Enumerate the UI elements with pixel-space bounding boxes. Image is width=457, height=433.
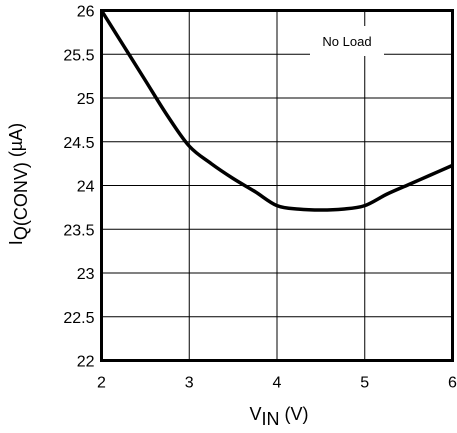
grid-lines [101, 10, 453, 361]
x-tick-label: 4 [273, 375, 282, 392]
y-tick-label: 26 [77, 4, 95, 21]
y-axis-label-unit: (µA) [6, 123, 26, 162]
x-tick-label: 2 [97, 375, 106, 392]
x-tick-label: 6 [448, 375, 457, 392]
annotation-box [310, 26, 384, 56]
y-tick-label: 22 [77, 354, 95, 371]
x-tick-label: 3 [185, 375, 194, 392]
annotation-no-load: No Load [322, 34, 371, 49]
y-axis-label: IQ(CONV) (µA) [6, 123, 31, 245]
y-tick-label: 22.5 [63, 310, 94, 327]
series-line [100, 9, 454, 212]
y-tick-label: 25.5 [63, 47, 94, 64]
x-axis-label-unit: (V) [280, 404, 309, 424]
y-tick-label: 23.5 [63, 222, 94, 239]
y-tick-label: 24.5 [63, 135, 94, 152]
y-axis-label-main: I [6, 240, 26, 245]
x-axis-label-main: V [249, 404, 261, 424]
y-tick-label: 25 [77, 91, 95, 108]
y-tick-label: 24 [77, 179, 95, 196]
plot-frame [100, 9, 454, 362]
series-line-group [100, 9, 454, 212]
x-axis-label-sub: IN [262, 409, 280, 429]
y-axis-label-sub: Q(CONV) [11, 162, 31, 240]
y-tick-label: 23 [77, 266, 95, 283]
x-axis-label: VIN (V) [249, 404, 308, 429]
x-tick-label: 5 [360, 375, 369, 392]
annotation-group: No Load [310, 26, 384, 56]
